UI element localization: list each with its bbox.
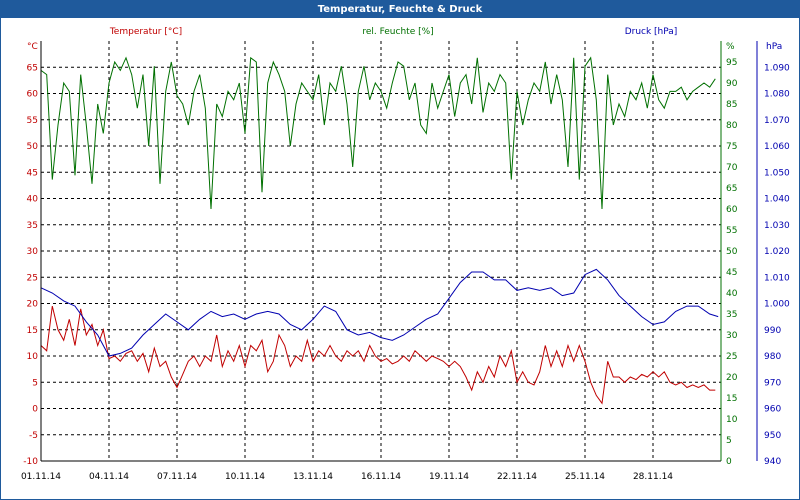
temperature-tick-label: -5	[29, 431, 38, 441]
temperature-tick-label: 50	[27, 142, 39, 152]
temperature-tick-label: 10	[27, 352, 39, 362]
humidity-tick-label: 65	[726, 184, 737, 194]
legend-pressure: Druck [hPa]	[625, 27, 678, 37]
temperature-tick-label: 30	[27, 247, 39, 257]
humidity-tick-label: 60	[726, 205, 738, 215]
x-tick-label: 22.11.14	[497, 472, 537, 482]
humidity-tick-label: 90	[726, 79, 738, 89]
pressure-tick-label: 960	[764, 405, 781, 415]
humidity-tick-label: 70	[726, 163, 738, 173]
temperature-tick-label: 25	[27, 273, 38, 283]
pressure-tick-label: 1.010	[764, 273, 790, 283]
temperature-tick-label: 65	[27, 63, 38, 73]
pressure-tick-label: 970	[764, 378, 781, 388]
x-tick-label: 04.11.14	[89, 472, 129, 482]
humidity-tick-label: 55	[726, 226, 737, 236]
pressure-tick-label: 1.090	[764, 63, 790, 73]
temperature-tick-label: -10	[23, 457, 38, 467]
x-tick-label: 01.11.14	[21, 472, 61, 482]
title-bar: Temperatur, Feuchte & Druck	[1, 1, 799, 18]
temperature-tick-label: 35	[27, 221, 38, 231]
humidity-tick-label: 95	[726, 58, 737, 68]
x-tick-label: 13.11.14	[293, 472, 333, 482]
series-layer	[40, 56, 719, 405]
pressure-tick-label: 1.080	[764, 90, 790, 100]
temperature-tick-label: 60	[27, 90, 39, 100]
x-tick-label: 19.11.14	[429, 472, 469, 482]
humidity-tick-label: 80	[726, 121, 738, 131]
pressure-tick-label: 1.070	[764, 116, 790, 126]
x-tick-label: 10.11.14	[225, 472, 265, 482]
humidity-tick-label: 45	[726, 268, 737, 278]
axis-labels: -10 -5 0 5 10 15 20 25 30 35 40 45 50 55 60 65 °C 0 5 10 15 2…	[21, 27, 790, 482]
humidity-tick-label: 35	[726, 310, 737, 320]
x-tick-label: 28.11.14	[633, 472, 673, 482]
humidity-tick-label: 20	[726, 373, 738, 383]
humidity-tick-label: 40	[726, 289, 738, 299]
pressure-tick-label: 940	[764, 457, 781, 467]
humidity-tick-label: 0	[726, 457, 732, 467]
series-line-temperature	[40, 305, 716, 405]
humidity-unit: %	[726, 42, 735, 52]
humidity-tick-label: 75	[726, 142, 737, 152]
legend-temperature: Temperatur [°C]	[109, 27, 182, 37]
x-tick-label: 25.11.14	[565, 472, 605, 482]
window-title: Temperatur, Feuchte & Druck	[317, 4, 483, 15]
temperature-tick-label: 55	[27, 116, 38, 126]
temperature-unit: °C	[27, 42, 38, 52]
humidity-tick-label: 5	[726, 436, 732, 446]
humidity-tick-label: 50	[726, 247, 738, 257]
pressure-tick-label: 1.050	[764, 168, 790, 178]
pressure-unit: hPa	[766, 42, 782, 52]
pressure-tick-label: 980	[764, 352, 781, 362]
pressure-tick-label: 1.030	[764, 221, 790, 231]
humidity-tick-label: 25	[726, 352, 737, 362]
temperature-tick-label: 20	[27, 300, 39, 310]
temperature-tick-label: 5	[32, 378, 38, 388]
humidity-tick-label: 85	[726, 100, 737, 110]
series-line-pressure	[40, 268, 719, 357]
axes	[40, 41, 758, 462]
x-tick-label: 16.11.14	[361, 472, 401, 482]
temperature-tick-label: 15	[27, 326, 38, 336]
pressure-tick-label: 950	[764, 431, 781, 441]
pressure-tick-label: 1.020	[764, 247, 790, 257]
pressure-tick-label: 990	[764, 326, 781, 336]
series-line-humidity	[40, 56, 716, 210]
humidity-tick-label: 10	[726, 415, 738, 425]
pressure-tick-label: 1.040	[764, 195, 790, 205]
pressure-tick-label: 1.000	[764, 300, 790, 310]
grid	[41, 41, 721, 461]
x-tick-label: 07.11.14	[157, 472, 197, 482]
temperature-tick-label: 40	[27, 195, 39, 205]
humidity-tick-label: 30	[726, 331, 738, 341]
humidity-tick-label: 15	[726, 394, 737, 404]
pressure-tick-label: 1.060	[764, 142, 790, 152]
temperature-tick-label: 0	[32, 405, 38, 415]
temperature-tick-label: 45	[27, 168, 38, 178]
legend-humidity: rel. Feuchte [%]	[362, 27, 433, 37]
